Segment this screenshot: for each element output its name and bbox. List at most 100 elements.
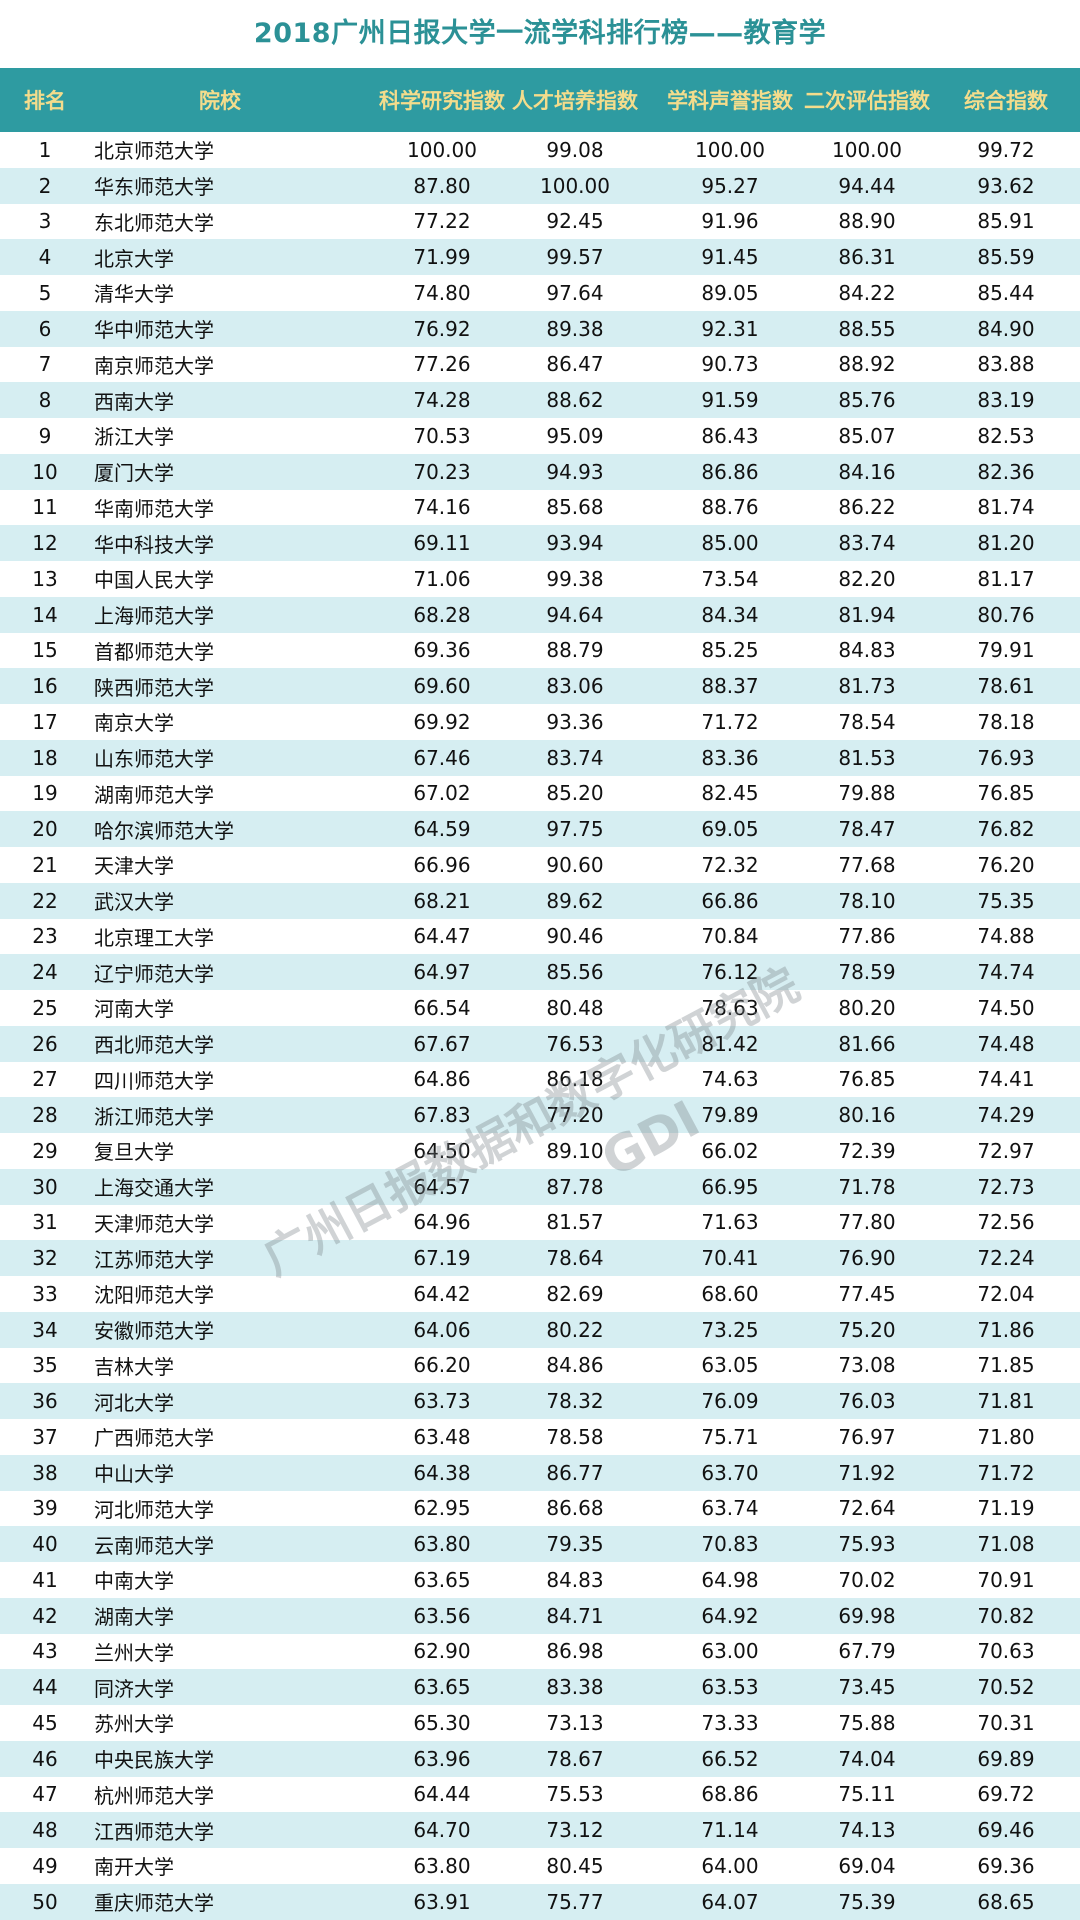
table-row: 27 四川师范大学 64.86 86.18 74.63 76.85 74.41 bbox=[0, 1062, 1080, 1098]
cell-rank: 27 bbox=[32, 1067, 58, 1092]
cell-rank: 12 bbox=[32, 531, 58, 556]
cell-talent-index: 97.64 bbox=[546, 280, 604, 305]
cell-evaluation-index: 82.20 bbox=[838, 566, 896, 591]
cell-evaluation-index: 76.03 bbox=[838, 1389, 896, 1414]
header-evaluation-index: 二次评估指数 bbox=[804, 89, 930, 113]
table-row: 47 杭州师范大学 64.44 75.53 68.86 75.11 69.72 bbox=[0, 1777, 1080, 1813]
cell-rank: 3 bbox=[38, 209, 52, 234]
table-row: 41 中南大学 63.65 84.83 64.98 70.02 70.91 bbox=[0, 1562, 1080, 1598]
cell-overall-index: 99.72 bbox=[977, 137, 1035, 162]
cell-overall-index: 78.61 bbox=[977, 674, 1035, 699]
cell-rank: 48 bbox=[32, 1818, 58, 1843]
cell-overall-index: 69.89 bbox=[977, 1746, 1035, 1771]
table-row: 6 华中师范大学 76.92 89.38 92.31 88.55 84.90 bbox=[0, 310, 1080, 347]
cell-school: 首都师范大学 bbox=[94, 639, 214, 664]
cell-overall-index: 76.20 bbox=[977, 852, 1035, 877]
cell-rank: 25 bbox=[32, 995, 58, 1020]
cell-school: 江苏师范大学 bbox=[94, 1247, 214, 1272]
cell-evaluation-index: 85.07 bbox=[838, 423, 896, 448]
cell-evaluation-index: 86.22 bbox=[838, 495, 896, 520]
cell-talent-index: 99.38 bbox=[546, 566, 604, 591]
cell-school: 广西师范大学 bbox=[94, 1426, 214, 1451]
cell-rank: 20 bbox=[32, 817, 58, 842]
cell-research-index: 67.19 bbox=[413, 1246, 471, 1271]
cell-school: 河北师范大学 bbox=[94, 1497, 214, 1522]
table-row: 25 河南大学 66.54 80.48 78.63 80.20 74.50 bbox=[0, 990, 1080, 1026]
cell-reputation-index: 66.02 bbox=[701, 1138, 759, 1163]
cell-school: 天津大学 bbox=[94, 854, 174, 879]
cell-evaluation-index: 70.02 bbox=[838, 1567, 896, 1592]
cell-rank: 2 bbox=[38, 173, 52, 198]
cell-research-index: 63.91 bbox=[413, 1889, 471, 1914]
table-row: 30 上海交通大学 64.57 87.78 66.95 71.78 72.73 bbox=[0, 1168, 1080, 1205]
cell-school: 天津师范大学 bbox=[94, 1211, 214, 1236]
cell-reputation-index: 83.36 bbox=[701, 745, 759, 770]
cell-school: 上海师范大学 bbox=[94, 604, 214, 629]
table-row: 4 北京大学 71.99 99.57 91.45 86.31 85.59 bbox=[0, 239, 1080, 275]
cell-reputation-index: 86.43 bbox=[701, 423, 759, 448]
cell-overall-index: 85.59 bbox=[977, 245, 1035, 270]
cell-reputation-index: 69.05 bbox=[701, 817, 759, 842]
cell-evaluation-index: 76.85 bbox=[838, 1067, 896, 1092]
cell-rank: 23 bbox=[32, 924, 58, 949]
cell-research-index: 64.50 bbox=[413, 1138, 471, 1163]
cell-talent-index: 92.45 bbox=[546, 209, 604, 234]
cell-rank: 43 bbox=[32, 1639, 58, 1664]
cell-reputation-index: 64.92 bbox=[701, 1603, 759, 1628]
cell-talent-index: 99.57 bbox=[546, 245, 604, 270]
cell-school: 中国人民大学 bbox=[94, 568, 214, 593]
cell-reputation-index: 63.00 bbox=[701, 1639, 759, 1664]
cell-overall-index: 79.91 bbox=[977, 638, 1035, 663]
cell-research-index: 63.73 bbox=[413, 1389, 471, 1414]
cell-reputation-index: 89.05 bbox=[701, 280, 759, 305]
cell-talent-index: 83.74 bbox=[546, 745, 604, 770]
cell-talent-index: 83.38 bbox=[546, 1675, 604, 1700]
cell-school: 河北大学 bbox=[94, 1390, 174, 1415]
cell-school: 北京大学 bbox=[94, 246, 174, 271]
cell-school: 中央民族大学 bbox=[94, 1748, 214, 1773]
table-row: 9 浙江大学 70.53 95.09 86.43 85.07 82.53 bbox=[0, 418, 1080, 454]
cell-rank: 10 bbox=[32, 459, 58, 484]
cell-evaluation-index: 88.55 bbox=[838, 316, 896, 341]
cell-overall-index: 70.91 bbox=[977, 1567, 1035, 1592]
cell-reputation-index: 75.71 bbox=[701, 1424, 759, 1449]
cell-rank: 31 bbox=[32, 1210, 58, 1235]
cell-research-index: 71.06 bbox=[413, 566, 471, 591]
cell-rank: 30 bbox=[32, 1174, 58, 1199]
cell-overall-index: 70.31 bbox=[977, 1710, 1035, 1735]
cell-talent-index: 90.46 bbox=[546, 924, 604, 949]
table-row: 33 沈阳师范大学 64.42 82.69 68.60 77.45 72.04 bbox=[0, 1276, 1080, 1312]
cell-reputation-index: 63.70 bbox=[701, 1460, 759, 1485]
cell-reputation-index: 68.60 bbox=[701, 1281, 759, 1306]
cell-reputation-index: 100.00 bbox=[695, 137, 765, 162]
cell-overall-index: 71.85 bbox=[977, 1353, 1035, 1378]
page-title: 2018广州日报大学一流学科排行榜——教育学 bbox=[253, 18, 827, 49]
table-header: 排名 院校 科学研究指数 人才培养指数 学科声誉指数 二次评估指数 综合指数 bbox=[0, 68, 1080, 132]
cell-evaluation-index: 67.79 bbox=[838, 1639, 896, 1664]
table-row: 8 西南大学 74.28 88.62 91.59 85.76 83.19 bbox=[0, 382, 1080, 418]
cell-talent-index: 80.45 bbox=[546, 1853, 604, 1878]
cell-research-index: 65.30 bbox=[413, 1710, 471, 1735]
cell-research-index: 77.22 bbox=[413, 209, 471, 234]
cell-reputation-index: 64.00 bbox=[701, 1853, 759, 1878]
cell-research-index: 67.02 bbox=[413, 781, 471, 806]
cell-school: 湖南大学 bbox=[94, 1605, 174, 1630]
table-row: 40 云南师范大学 63.80 79.35 70.83 75.93 71.08 bbox=[0, 1526, 1080, 1562]
cell-school: 华南师范大学 bbox=[94, 496, 214, 521]
cell-overall-index: 70.63 bbox=[977, 1639, 1035, 1664]
cell-talent-index: 86.77 bbox=[546, 1460, 604, 1485]
cell-reputation-index: 88.76 bbox=[701, 495, 759, 520]
cell-school: 华中师范大学 bbox=[94, 318, 214, 343]
cell-reputation-index: 92.31 bbox=[701, 316, 759, 341]
cell-evaluation-index: 81.66 bbox=[838, 1031, 896, 1056]
cell-reputation-index: 66.95 bbox=[701, 1174, 759, 1199]
cell-reputation-index: 78.63 bbox=[701, 995, 759, 1020]
cell-overall-index: 76.93 bbox=[977, 745, 1035, 770]
cell-school: 兰州大学 bbox=[94, 1640, 174, 1665]
header-talent-index: 人才培养指数 bbox=[512, 89, 638, 113]
cell-talent-index: 78.67 bbox=[546, 1746, 604, 1771]
table-row: 23 北京理工大学 64.47 90.46 70.84 77.86 74.88 bbox=[0, 919, 1080, 955]
table-row: 35 吉林大学 66.20 84.86 63.05 73.08 71.85 bbox=[0, 1348, 1080, 1384]
cell-evaluation-index: 75.11 bbox=[838, 1782, 896, 1807]
cell-evaluation-index: 77.68 bbox=[838, 852, 896, 877]
